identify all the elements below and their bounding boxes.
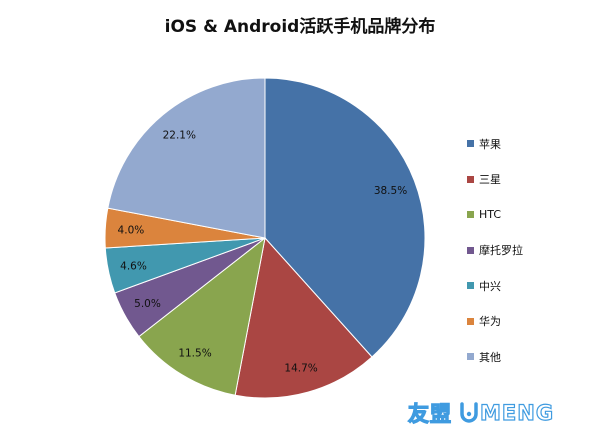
legend-item: HTC bbox=[467, 197, 523, 233]
chart-legend: 苹果三星 HTC 摩托罗拉中兴华为其他 bbox=[467, 126, 523, 375]
pie-slice-label: 4.0% bbox=[118, 225, 145, 237]
legend-label: HTC bbox=[479, 208, 502, 222]
legend-item: 摩托罗拉 bbox=[467, 233, 523, 269]
legend-label: 苹果 bbox=[479, 137, 501, 151]
pie-slice-0 bbox=[264, 77, 426, 358]
pie-slice-label: 14.7% bbox=[284, 363, 317, 375]
umeng-u-icon bbox=[460, 402, 478, 423]
pie-slice-label: 5.0% bbox=[134, 298, 161, 310]
umeng-logo: 友盟 MENG bbox=[407, 398, 555, 428]
legend-swatch bbox=[467, 353, 474, 361]
pie-slice-label: 22.1% bbox=[163, 130, 196, 142]
legend-label: 华为 bbox=[479, 315, 501, 329]
legend-item: 华为 bbox=[467, 304, 523, 340]
legend-label: 中兴 bbox=[479, 279, 501, 293]
legend-swatch bbox=[467, 282, 474, 290]
legend-label: 三星 bbox=[479, 173, 501, 187]
pie-slice-2 bbox=[138, 236, 266, 396]
pie-slice-label: 4.6% bbox=[120, 261, 147, 273]
legend-label: 其他 bbox=[479, 350, 501, 364]
legend-item: 中兴 bbox=[467, 268, 523, 304]
chart-title: iOS & Android活跃手机品牌分布 bbox=[164, 17, 436, 37]
legend-swatch bbox=[467, 211, 474, 219]
pie-slice-6 bbox=[107, 77, 266, 239]
legend-swatch bbox=[467, 175, 474, 183]
legend-swatch bbox=[467, 246, 474, 254]
logo-cn-text: 友盟 bbox=[407, 401, 452, 426]
pie-slice-label: 11.5% bbox=[178, 348, 211, 360]
legend-label: 摩托罗拉 bbox=[479, 244, 523, 258]
pie-slice-1 bbox=[234, 236, 373, 399]
legend-swatch bbox=[467, 140, 474, 148]
logo-en-text: MENG bbox=[479, 400, 555, 425]
legend-item: 三星 bbox=[467, 162, 523, 198]
legend-item: 苹果 bbox=[467, 126, 523, 162]
legend-swatch bbox=[467, 317, 474, 325]
legend-item: 其他 bbox=[467, 339, 523, 375]
pie-slice-label: 38.5% bbox=[374, 185, 407, 197]
